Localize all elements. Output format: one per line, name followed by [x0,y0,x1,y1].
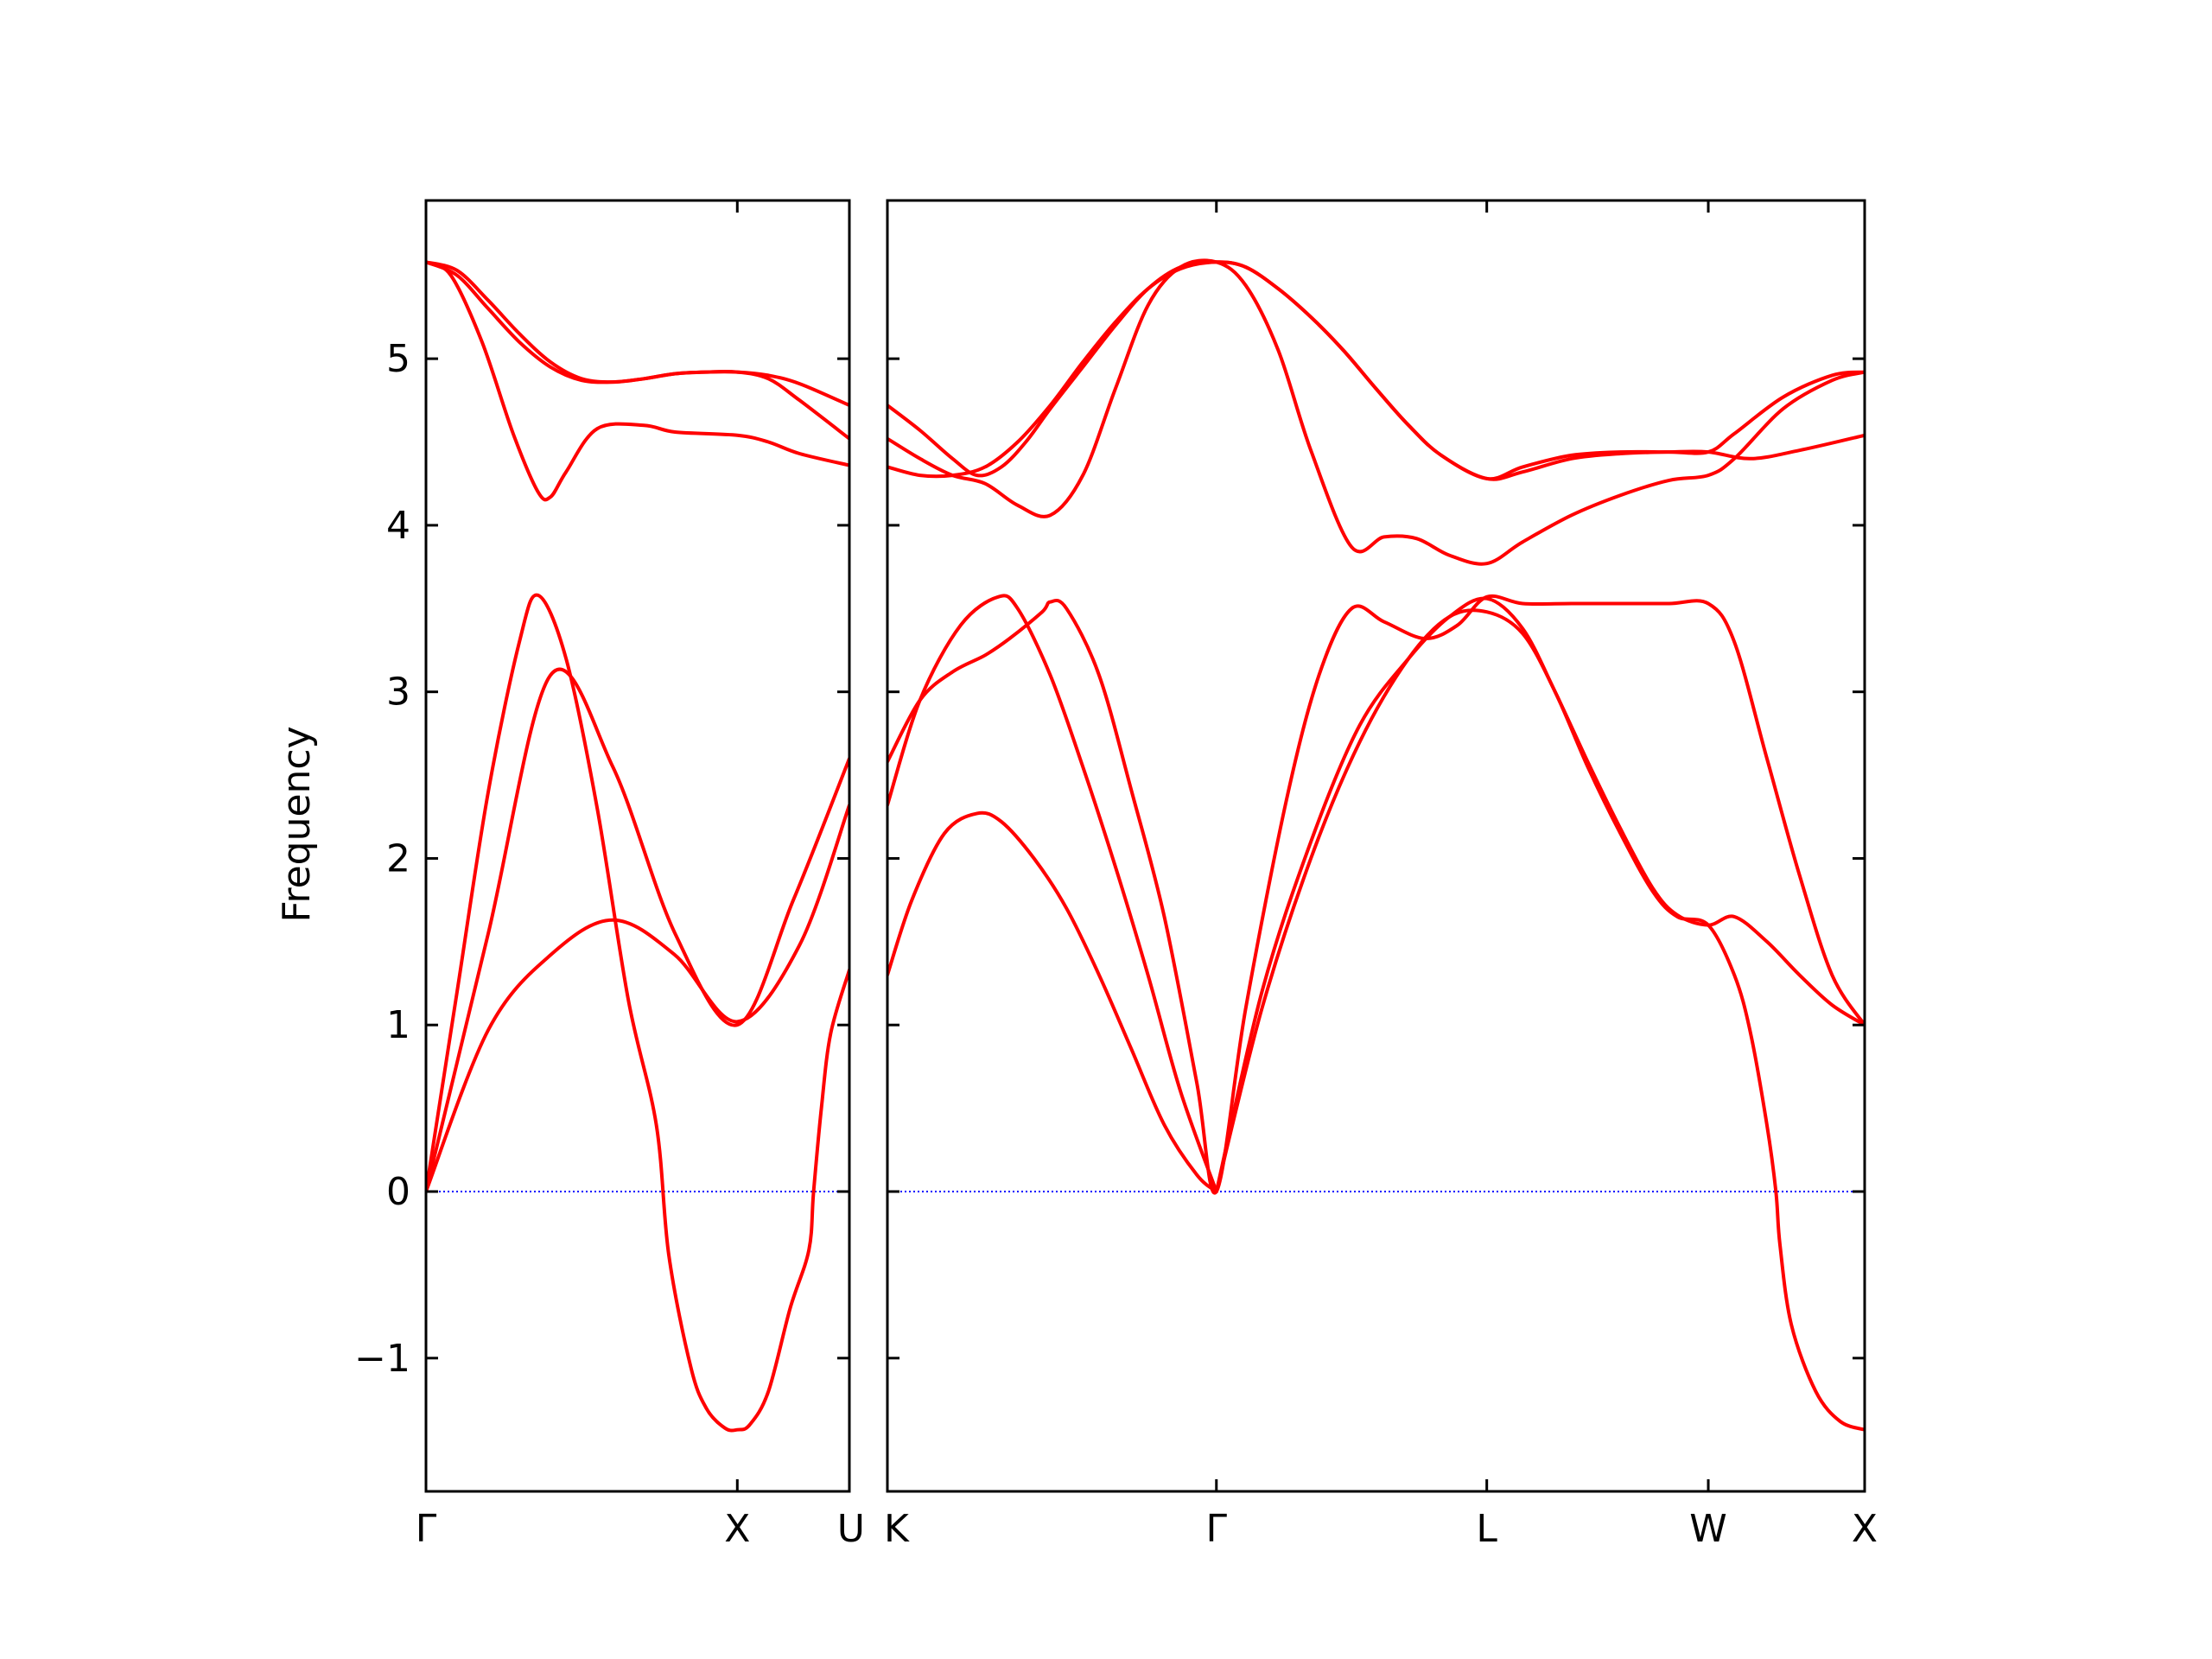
plot-frame [886,199,1866,1493]
y-tick-label: 4 [386,504,410,548]
y-tick-label: 1 [386,1003,410,1047]
band-line-5 [887,594,1865,1195]
panel-gamma-x-u: −1 0 1 2 3 4 5 Γ X U [354,199,865,1551]
x-tick-label: X [1852,1507,1878,1551]
plot-frame [424,199,851,1493]
x-tick-label: X [724,1507,750,1551]
band-line-5 [426,260,849,441]
y-tick-label: −1 [354,1337,410,1381]
x-tick-label: L [1476,1507,1497,1551]
x-tick-label: Γ [1206,1507,1228,1551]
band-line-8 [887,260,1865,481]
x-tick-label: K [884,1507,910,1551]
y-tick-label: 2 [386,836,410,880]
band-line-1 [887,810,1218,1193]
band-line-7 [887,258,1865,566]
band-line-4 [426,260,849,502]
band-line-2 [426,593,849,1433]
band-line-2 [1214,608,1865,1432]
band-line-4 [1214,596,1865,1193]
band-line-3 [887,594,1218,1193]
bands-group [426,260,849,1433]
x-tick-label: W [1689,1507,1727,1551]
band-line-6 [426,260,849,408]
panels-layer: −1 0 1 2 3 4 5 Γ X U K Γ L W X [354,199,1878,1551]
y-tick-label: 3 [386,671,410,715]
x-tick-label: Γ [416,1507,437,1551]
x-tick-label: U [837,1507,865,1551]
y-tick-label: 0 [386,1170,410,1214]
y-axis-title: Frequency [275,726,319,922]
y-tick-label: 5 [386,337,410,381]
band-line-3 [426,667,849,1193]
bands-group [887,258,1865,1432]
band-line-1 [426,803,849,1193]
